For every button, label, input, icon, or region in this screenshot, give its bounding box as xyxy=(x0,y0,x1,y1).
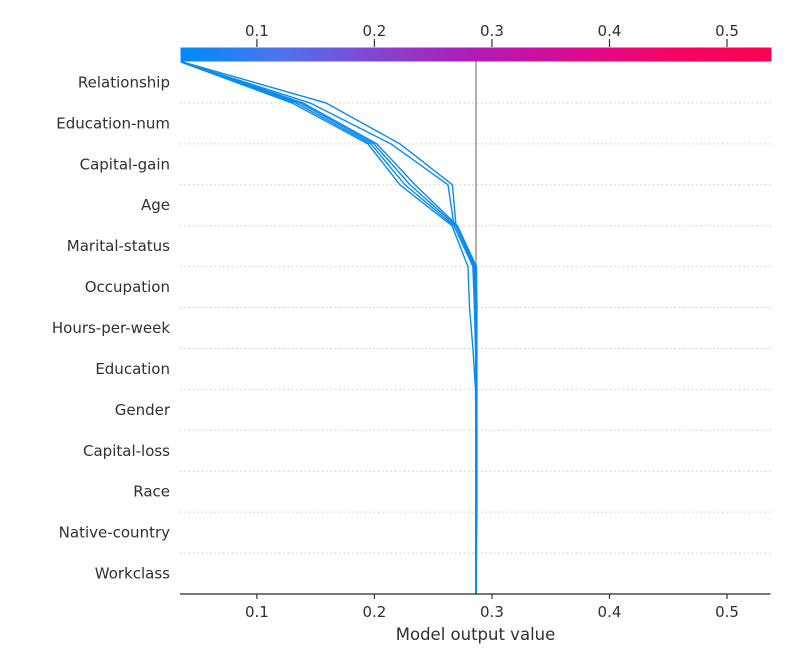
feature-labels: Relationship Education-num Capital-gain Age… xyxy=(52,73,171,582)
x-tick-label: 0.2 xyxy=(362,603,386,621)
decision-path xyxy=(180,61,477,594)
feature-label: Race xyxy=(133,483,170,501)
colorbar-tick-label: 0.4 xyxy=(598,22,622,40)
x-axis-title: Model output value xyxy=(396,625,556,644)
colorbar-tick-label: 0.5 xyxy=(715,22,739,40)
x-tick-label: 0.1 xyxy=(245,603,269,621)
colorbar-ticks: 0.1 0.2 0.3 0.4 0.5 xyxy=(245,22,739,47)
decision-path xyxy=(181,61,477,594)
decision-path xyxy=(182,61,478,595)
x-axis-ticks: 0.1 0.2 0.3 0.4 0.5 xyxy=(245,594,739,621)
colorbar-tick-label: 0.2 xyxy=(362,22,386,40)
feature-label: Native-country xyxy=(59,524,170,542)
feature-label: Workclass xyxy=(95,565,170,583)
feature-label: Education-num xyxy=(56,114,170,132)
feature-label: Gender xyxy=(115,401,171,419)
x-tick-label: 0.3 xyxy=(480,603,504,621)
feature-label: Education xyxy=(95,360,170,378)
feature-label: Hours-per-week xyxy=(52,319,170,337)
x-tick-label: 0.4 xyxy=(598,603,622,621)
decision-paths xyxy=(180,61,478,595)
colorbar-tick-label: 0.1 xyxy=(245,22,269,40)
feature-label: Capital-loss xyxy=(83,442,170,460)
colorbar-tick-label: 0.3 xyxy=(480,22,504,40)
decision-path xyxy=(181,61,477,594)
feature-label: Capital-gain xyxy=(80,155,170,173)
feature-label: Marital-status xyxy=(67,237,170,255)
decision-path xyxy=(180,61,477,594)
feature-label: Relationship xyxy=(78,73,170,91)
decision-path xyxy=(182,61,477,594)
x-tick-label: 0.5 xyxy=(715,603,739,621)
colorbar xyxy=(180,47,772,62)
feature-label: Age xyxy=(141,196,170,214)
feature-label: Occupation xyxy=(85,278,170,296)
